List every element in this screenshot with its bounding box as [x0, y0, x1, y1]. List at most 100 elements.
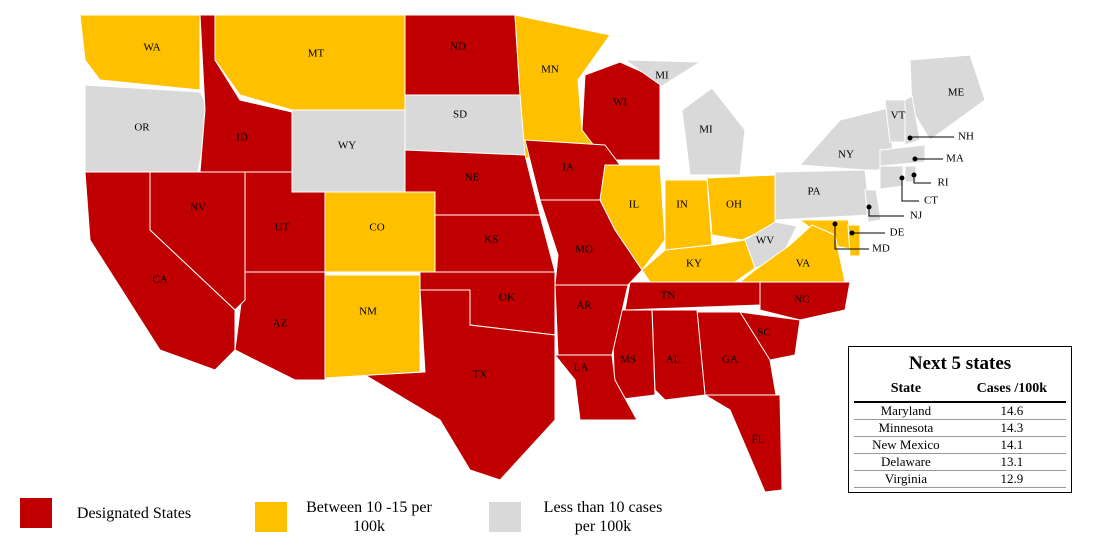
table-cell: Minnesota [854, 419, 958, 437]
leader-dot [866, 204, 872, 210]
leader-dot [832, 221, 838, 227]
state [363, 289, 556, 481]
state-label: CO [369, 222, 384, 234]
table-row: New Mexico 14.1 [854, 436, 1066, 454]
next-states-table: Next 5 states State Cases /100k Maryland 14… [848, 346, 1072, 493]
state-label: MI [655, 70, 669, 82]
table-row: Delaware 13.1 [854, 453, 1066, 471]
table-row: Virginia 12.9 [854, 470, 1066, 488]
state-label: VT [891, 110, 906, 122]
table-cell: 14.3 [957, 419, 1066, 437]
state-label: LA [574, 362, 589, 374]
leader-line [868, 207, 904, 217]
leader-dot [849, 230, 855, 236]
state [84, 171, 236, 371]
state-label: TX [473, 369, 488, 381]
state-label: ID [236, 132, 248, 144]
state [847, 224, 861, 257]
table: State Cases /100k Maryland 14.6 Minnesota 14.… [854, 379, 1066, 488]
state-label: NC [794, 294, 809, 306]
table-row: Minnesota 14.3 [854, 419, 1066, 437]
leader-dot [912, 156, 918, 162]
state [759, 281, 851, 321]
state-label: SD [453, 109, 467, 121]
table-row: Maryland 14.6 [854, 402, 1066, 420]
state [214, 14, 406, 111]
legend-item: Between 10 -15 per 100k [255, 498, 439, 536]
state-label: KS [484, 234, 498, 246]
legend-label: Between 10 -15 per 100k [306, 499, 432, 535]
state-label: TN [661, 290, 676, 302]
state-label: CA [152, 274, 167, 286]
table-cell: 13.1 [957, 453, 1066, 471]
state [904, 165, 917, 183]
table-cell: 14.6 [957, 402, 1066, 420]
leader-line [901, 178, 919, 202]
state-label: IL [629, 199, 640, 211]
state-label: PA [807, 186, 820, 198]
state-label: WA [143, 42, 160, 54]
table-cell: New Mexico [854, 436, 958, 454]
state-label: CT [924, 195, 938, 207]
legend-swatch [20, 498, 52, 528]
state-label: MS [620, 354, 636, 366]
table-cell: Virginia [854, 470, 958, 488]
legend-item: Designated States [20, 498, 204, 528]
state-label: OR [134, 122, 150, 134]
state [879, 165, 904, 190]
state-label: OH [726, 199, 742, 211]
state-label: WI [613, 97, 627, 109]
state [581, 61, 661, 161]
state [79, 14, 201, 91]
legend-label: Designated States [76, 504, 192, 522]
legend-swatch [255, 502, 287, 532]
leader-dot [907, 135, 913, 141]
column-header: State [854, 379, 958, 403]
state-label: SC [757, 327, 770, 339]
state [234, 271, 326, 381]
state-label: ME [948, 87, 965, 99]
state-label: VA [796, 258, 811, 270]
table-title: Next 5 states [908, 353, 1012, 374]
state-label: MT [308, 48, 325, 60]
leader-dot [911, 172, 917, 178]
table-cell: 14.1 [957, 436, 1066, 454]
state [404, 14, 521, 96]
table-cell: Maryland [854, 402, 958, 420]
state-label: IN [676, 199, 688, 211]
legend-label: Less than 10 cases per 100k [543, 499, 663, 535]
state-label: WV [756, 235, 774, 247]
state-label: FL [752, 434, 765, 446]
state [774, 169, 871, 221]
state [703, 394, 783, 493]
state-label: AZ [273, 318, 288, 330]
state-label: MO [575, 244, 593, 256]
state-label: NV [190, 202, 206, 214]
state-label: UT [275, 222, 290, 234]
table-cell: 12.9 [957, 470, 1066, 488]
state-label: RI [938, 177, 949, 189]
state-label: DE [890, 227, 905, 239]
leader-line [834, 224, 869, 250]
state-label: OK [499, 292, 515, 304]
state-label: GA [722, 354, 738, 366]
leader-dot [899, 175, 905, 181]
state [404, 94, 526, 156]
state [664, 179, 713, 251]
state [624, 281, 761, 311]
state-label: MN [541, 64, 559, 76]
state-label: MD [872, 243, 890, 255]
state [681, 87, 746, 176]
state-label: NM [359, 306, 377, 318]
state [324, 274, 421, 379]
legend-item: Less than 10 cases per 100k [489, 498, 673, 536]
leader-line [913, 175, 931, 184]
state-label: NJ [910, 210, 923, 222]
state [904, 95, 921, 146]
state-label: IA [562, 162, 574, 174]
state-label: NH [958, 131, 974, 143]
table-cell: Delaware [854, 453, 958, 471]
state [539, 199, 643, 286]
